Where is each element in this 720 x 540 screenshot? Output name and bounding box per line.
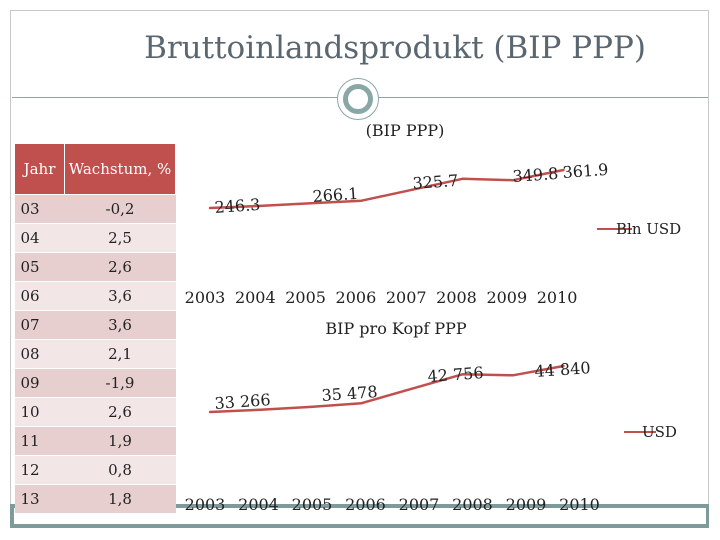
header-wachstum: Wachstum, % bbox=[64, 143, 176, 195]
data-label: 246.3 bbox=[214, 195, 261, 217]
year-cell: 03 bbox=[14, 194, 65, 224]
growth-cell: 2,5 bbox=[64, 223, 176, 253]
header-jahr: Jahr bbox=[14, 143, 65, 195]
table-row: 08 2,1 bbox=[14, 339, 176, 369]
table-row: 03 -0,2 bbox=[14, 194, 176, 224]
data-point bbox=[461, 177, 464, 181]
data-label: 33 266 bbox=[214, 390, 271, 413]
table-row: 12 0,8 bbox=[14, 455, 176, 485]
data-label: 349.8 bbox=[512, 164, 559, 186]
x-tick-label: 2006 bbox=[345, 495, 386, 514]
growth-cell: 1,9 bbox=[64, 426, 176, 456]
x-tick-label: 2007 bbox=[386, 288, 427, 307]
x-tick-label: 2009 bbox=[506, 495, 547, 514]
x-tick-label: 2010 bbox=[559, 495, 600, 514]
series-line-bln-usd bbox=[209, 168, 564, 210]
divider-ring-inner-icon bbox=[343, 84, 373, 114]
growth-cell: 0,8 bbox=[64, 455, 176, 485]
year-cell: 09 bbox=[14, 368, 65, 398]
data-point bbox=[511, 374, 515, 377]
x-tick-label: 2004 bbox=[235, 288, 276, 307]
legend-label: Bln USD bbox=[616, 220, 681, 238]
data-point bbox=[410, 188, 414, 191]
data-point bbox=[360, 402, 363, 405]
growth-cell: 2,6 bbox=[64, 397, 176, 427]
data-label: 42 756 bbox=[427, 363, 484, 386]
growth-cell: 2,1 bbox=[64, 339, 176, 369]
x-tick-label: 2006 bbox=[336, 288, 377, 307]
year-cell: 04 bbox=[14, 223, 65, 253]
growth-cell: 1,8 bbox=[64, 484, 176, 514]
data-point bbox=[410, 387, 414, 390]
table-row: 06 3,6 bbox=[14, 281, 176, 311]
data-point bbox=[309, 405, 313, 409]
growth-table-header: Jahr Wachstum, % bbox=[14, 143, 176, 195]
year-cell: 06 bbox=[14, 281, 65, 311]
data-point bbox=[461, 373, 464, 376]
x-tick-label: 2008 bbox=[452, 495, 493, 514]
data-label: 361.9 bbox=[562, 160, 609, 182]
data-label: 35 478 bbox=[321, 382, 378, 405]
table-row: 11 1,9 bbox=[14, 426, 176, 456]
table-row: 10 2,6 bbox=[14, 397, 176, 427]
year-cell: 07 bbox=[14, 310, 65, 340]
data-point bbox=[511, 179, 515, 182]
x-tick-label: 2010 bbox=[537, 288, 578, 307]
data-point bbox=[208, 206, 212, 210]
growth-table: Jahr Wachstum, % 03 -0,2 04 2,5 05 2,6 06 3,6 07… bbox=[14, 143, 176, 514]
year-cell: 11 bbox=[14, 426, 65, 456]
data-point bbox=[309, 202, 313, 205]
growth-cell: -0,2 bbox=[64, 194, 176, 224]
year-cell: 08 bbox=[14, 339, 65, 369]
x-tick-label: 2007 bbox=[399, 495, 440, 514]
table-row: 07 3,6 bbox=[14, 310, 176, 340]
data-point bbox=[562, 364, 565, 368]
data-point bbox=[562, 168, 565, 172]
table-row: 13 1,8 bbox=[14, 484, 176, 514]
x-tick-label: 2004 bbox=[238, 495, 279, 514]
series-line-usd bbox=[209, 364, 564, 414]
legend-label: USD bbox=[642, 423, 677, 441]
growth-cell: 3,6 bbox=[64, 281, 176, 311]
data-point bbox=[208, 410, 212, 414]
chart-title: BIP pro Kopf PPP bbox=[325, 319, 466, 338]
data-label: 266.1 bbox=[312, 184, 359, 206]
slide-footer-inner bbox=[14, 508, 706, 524]
data-point bbox=[259, 204, 262, 208]
year-cell: 12 bbox=[14, 455, 65, 485]
data-label: 44 840 bbox=[534, 358, 591, 381]
data-point bbox=[259, 408, 262, 411]
table-row: 09 -1,9 bbox=[14, 368, 176, 398]
table-row: 05 2,6 bbox=[14, 252, 176, 282]
year-cell: 13 bbox=[14, 484, 65, 514]
chart-title: (BIP PPP) bbox=[366, 121, 445, 140]
x-tick-label: 2009 bbox=[486, 288, 527, 307]
data-label: 325.7 bbox=[412, 171, 459, 193]
x-tick-label: 2008 bbox=[436, 288, 477, 307]
slide-title: Bruttoinlandsprodukt (BIP PPP) bbox=[144, 30, 646, 66]
x-tick-label: 2003 bbox=[185, 495, 226, 514]
growth-table-body: 03 -0,2 04 2,5 05 2,6 06 3,6 07 3,6 08 2,1 09 -1,9 10 2… bbox=[14, 194, 176, 514]
year-cell: 10 bbox=[14, 397, 65, 427]
growth-cell: 2,6 bbox=[64, 252, 176, 282]
growth-cell: -1,9 bbox=[64, 368, 176, 398]
x-tick-label: 2003 bbox=[185, 288, 226, 307]
x-tick-label: 2005 bbox=[285, 288, 326, 307]
year-cell: 05 bbox=[14, 252, 65, 282]
growth-cell: 3,6 bbox=[64, 310, 176, 340]
x-tick-label: 2005 bbox=[292, 495, 333, 514]
data-point bbox=[360, 199, 363, 202]
table-row: 04 2,5 bbox=[14, 223, 176, 253]
